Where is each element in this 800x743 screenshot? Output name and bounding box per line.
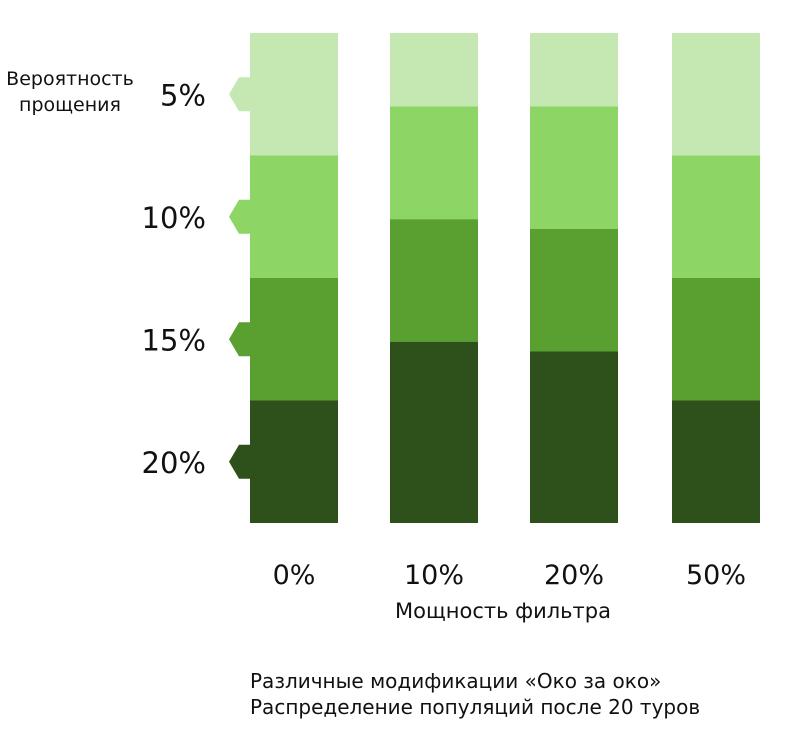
legend-title: Вероятность прощения bbox=[0, 66, 140, 118]
legend-marker-10pct bbox=[229, 199, 250, 234]
x-tick-label: 10% bbox=[404, 560, 464, 591]
bar-segment-20pct-20pct bbox=[530, 351, 618, 523]
legend-marker-20pct bbox=[229, 444, 250, 479]
x-tick-label: 20% bbox=[544, 560, 604, 591]
chart-caption: Различные модификации «Око за око» Распр… bbox=[250, 668, 700, 720]
bar-segment-0pct-20pct bbox=[250, 400, 338, 523]
bar-segment-50pct-10pct bbox=[672, 155, 760, 278]
bar-segment-0pct-15pct bbox=[250, 278, 338, 401]
x-tick-label: 50% bbox=[686, 560, 746, 591]
caption-line1: Различные модификации «Око за око» bbox=[250, 669, 662, 693]
bar-segment-10pct-5pct bbox=[390, 33, 478, 107]
legend-title-line2: прощения bbox=[19, 94, 121, 116]
bar-segment-20pct-5pct bbox=[530, 33, 618, 107]
bar-segment-20pct-15pct bbox=[530, 229, 618, 352]
x-axis-label: Мощность фильтра bbox=[395, 599, 611, 623]
legend-marker-5pct bbox=[229, 77, 250, 112]
legend-marker-15pct bbox=[229, 322, 250, 357]
bar-segment-50pct-15pct bbox=[672, 278, 760, 401]
legend-label: 10% bbox=[142, 201, 206, 235]
bar-segment-10pct-10pct bbox=[390, 106, 478, 220]
bar-segment-0pct-10pct bbox=[250, 155, 338, 278]
bar-segment-0pct-5pct bbox=[250, 33, 338, 156]
x-tick-label: 0% bbox=[273, 560, 316, 591]
bars-layer bbox=[250, 33, 760, 523]
x-ticks-layer: 0% 10% 20% 50% bbox=[273, 560, 746, 591]
legend-label: 5% bbox=[160, 78, 206, 112]
bar-segment-50pct-5pct bbox=[672, 33, 760, 156]
legend-layer: 5% 10% 15% 20% bbox=[142, 77, 250, 480]
legend-label: 20% bbox=[142, 446, 206, 480]
bar-segment-20pct-10pct bbox=[530, 106, 618, 229]
caption-line2: Распределение популяций после 20 туров bbox=[250, 695, 701, 719]
legend-label: 15% bbox=[142, 323, 206, 357]
bar-segment-50pct-20pct bbox=[672, 400, 760, 523]
bar-segment-10pct-20pct bbox=[390, 341, 478, 523]
bar-segment-10pct-15pct bbox=[390, 219, 478, 342]
legend-title-line1: Вероятность bbox=[6, 68, 134, 90]
